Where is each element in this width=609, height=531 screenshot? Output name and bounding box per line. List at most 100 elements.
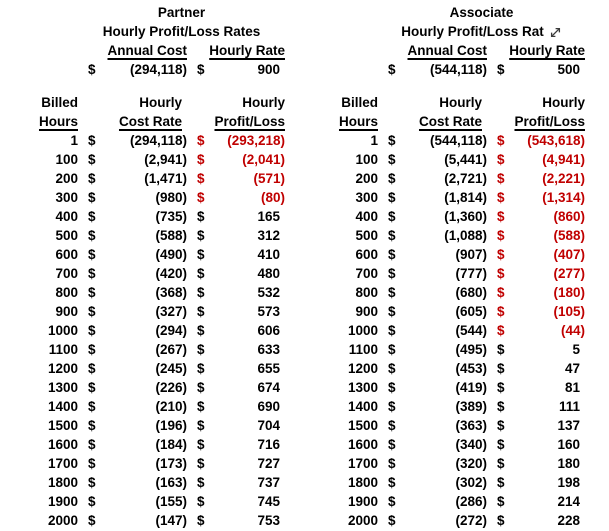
profit-loss-header: Hourly (542, 95, 585, 110)
associate-table: Associate Hourly Profit/Loss Rat Annual … (300, 3, 585, 530)
billed-hours-cell: 2000 (347, 513, 378, 528)
currency-symbol: $ (497, 399, 505, 414)
billed-header: Hours (38, 114, 78, 129)
table-rows: 1 $ (294,118) $ (293,218) 100 $ (2,941) … (0, 131, 285, 530)
cost-rate-cell: (1,088) (444, 228, 487, 243)
table-row: 200 $ (1,471) $ (571) (0, 169, 285, 188)
partner-summary-labels: Annual Cost Hourly Rate (0, 41, 286, 60)
billed-hours-cell: 2000 (47, 513, 78, 528)
billed-hours-cell: 1600 (347, 437, 378, 452)
profit-loss-cell: 165 (257, 209, 280, 224)
cost-rate-header: Cost Rate (118, 114, 182, 129)
billed-header: Hours (338, 114, 378, 129)
profit-loss-cell: (2,041) (242, 152, 285, 167)
currency-symbol: $ (388, 304, 396, 319)
currency-symbol: $ (497, 513, 505, 528)
currency-symbol: $ (197, 342, 205, 357)
cost-rate-cell: (605) (455, 304, 487, 319)
currency-symbol: $ (388, 228, 396, 243)
currency-symbol: $ (497, 456, 505, 471)
profit-loss-cell: 737 (257, 475, 280, 490)
currency-symbol: $ (497, 304, 505, 319)
billed-hours-cell: 500 (355, 228, 378, 243)
currency-symbol: $ (197, 494, 205, 509)
currency-symbol: $ (197, 152, 205, 167)
currency-symbol: $ (88, 133, 96, 148)
profit-loss-cell: 704 (257, 418, 280, 433)
billed-hours-cell: 800 (55, 285, 78, 300)
currency-symbol: $ (497, 323, 505, 338)
profit-loss-cell: 532 (257, 285, 280, 300)
currency-symbol: $ (388, 266, 396, 281)
profit-loss-cell: 480 (257, 266, 280, 281)
currency-symbol: $ (497, 152, 505, 167)
currency-symbol: $ (497, 133, 505, 148)
currency-symbol: $ (88, 380, 96, 395)
billed-hours-cell: 900 (55, 304, 78, 319)
profit-loss-cell: 160 (557, 437, 580, 452)
profit-loss-cell: 410 (257, 247, 280, 262)
partner-table: Partner Hourly Profit/Loss Rates Annual … (0, 3, 285, 530)
hourly-rate-value: 500 (557, 62, 580, 77)
currency-symbol: $ (88, 171, 96, 186)
currency-symbol: $ (497, 361, 505, 376)
table-row: 1600 $ (340) $ 160 (300, 435, 585, 454)
profit-loss-cell: 655 (257, 361, 280, 376)
currency-symbol: $ (197, 209, 205, 224)
currency-symbol: $ (88, 437, 96, 452)
table-row: 1000 $ (544) $ (44) (300, 321, 585, 340)
billed-hours-cell: 1100 (48, 342, 78, 357)
cost-rate-cell: (272) (455, 513, 487, 528)
diagonal-resize-icon[interactable] (549, 26, 562, 39)
profit-loss-cell: 573 (257, 304, 280, 319)
profit-loss-cell: 228 (557, 513, 580, 528)
currency-symbol: $ (497, 418, 505, 433)
cost-rate-cell: (389) (455, 399, 487, 414)
section-gap (300, 79, 585, 93)
cost-rate-cell: (2,721) (444, 171, 487, 186)
billed-hours-cell: 700 (355, 266, 378, 281)
billed-hours-cell: 500 (55, 228, 78, 243)
currency-symbol: $ (497, 342, 505, 357)
billed-hours-cell: 300 (55, 190, 78, 205)
table-row: 1800 $ (163) $ 737 (0, 473, 285, 492)
currency-symbol: $ (88, 361, 96, 376)
currency-symbol: $ (497, 380, 505, 395)
table-row: 1500 $ (196) $ 704 (0, 416, 285, 435)
currency-symbol: $ (88, 342, 96, 357)
billed-hours-cell: 1200 (47, 361, 78, 376)
billed-hours-cell: 1400 (347, 399, 378, 414)
currency-symbol: $ (497, 437, 505, 452)
currency-symbol: $ (88, 304, 96, 319)
billed-hours-cell: 1700 (347, 456, 378, 471)
table-row: 1100 $ (495) $ 5 (300, 340, 585, 359)
profit-loss-cell: (2,221) (542, 171, 585, 186)
table-row: 1800 $ (302) $ 198 (300, 473, 585, 492)
cost-rate-cell: (544) (455, 323, 487, 338)
currency-symbol: $ (88, 247, 96, 262)
table-row: 300 $ (980) $ (80) (0, 188, 285, 207)
currency-symbol: $ (197, 304, 205, 319)
currency-symbol: $ (197, 266, 205, 281)
cost-rate-cell: (196) (155, 418, 187, 433)
currency-symbol: $ (497, 228, 505, 243)
billed-hours-cell: 1700 (47, 456, 78, 471)
cost-rate-cell: (302) (455, 475, 487, 490)
billed-header: Billed (41, 95, 78, 110)
currency-symbol: $ (497, 494, 505, 509)
currency-symbol: $ (388, 399, 396, 414)
cost-rate-cell: (286) (455, 494, 487, 509)
billed-hours-cell: 1500 (47, 418, 78, 433)
billed-hours-cell: 400 (55, 209, 78, 224)
profit-loss-cell: 111 (558, 399, 580, 414)
currency-symbol: $ (197, 361, 205, 376)
cost-rate-cell: (419) (455, 380, 487, 395)
billed-hours-cell: 600 (355, 247, 378, 262)
profit-loss-cell: 606 (257, 323, 280, 338)
cost-rate-cell: (777) (455, 266, 487, 281)
billed-hours-cell: 1600 (47, 437, 78, 452)
table-row: 1400 $ (210) $ 690 (0, 397, 285, 416)
column-header-line-2: Hours Cost Rate Profit/Loss (0, 112, 285, 131)
profit-loss-cell: 214 (557, 494, 580, 509)
profit-loss-cell: 81 (564, 380, 580, 395)
